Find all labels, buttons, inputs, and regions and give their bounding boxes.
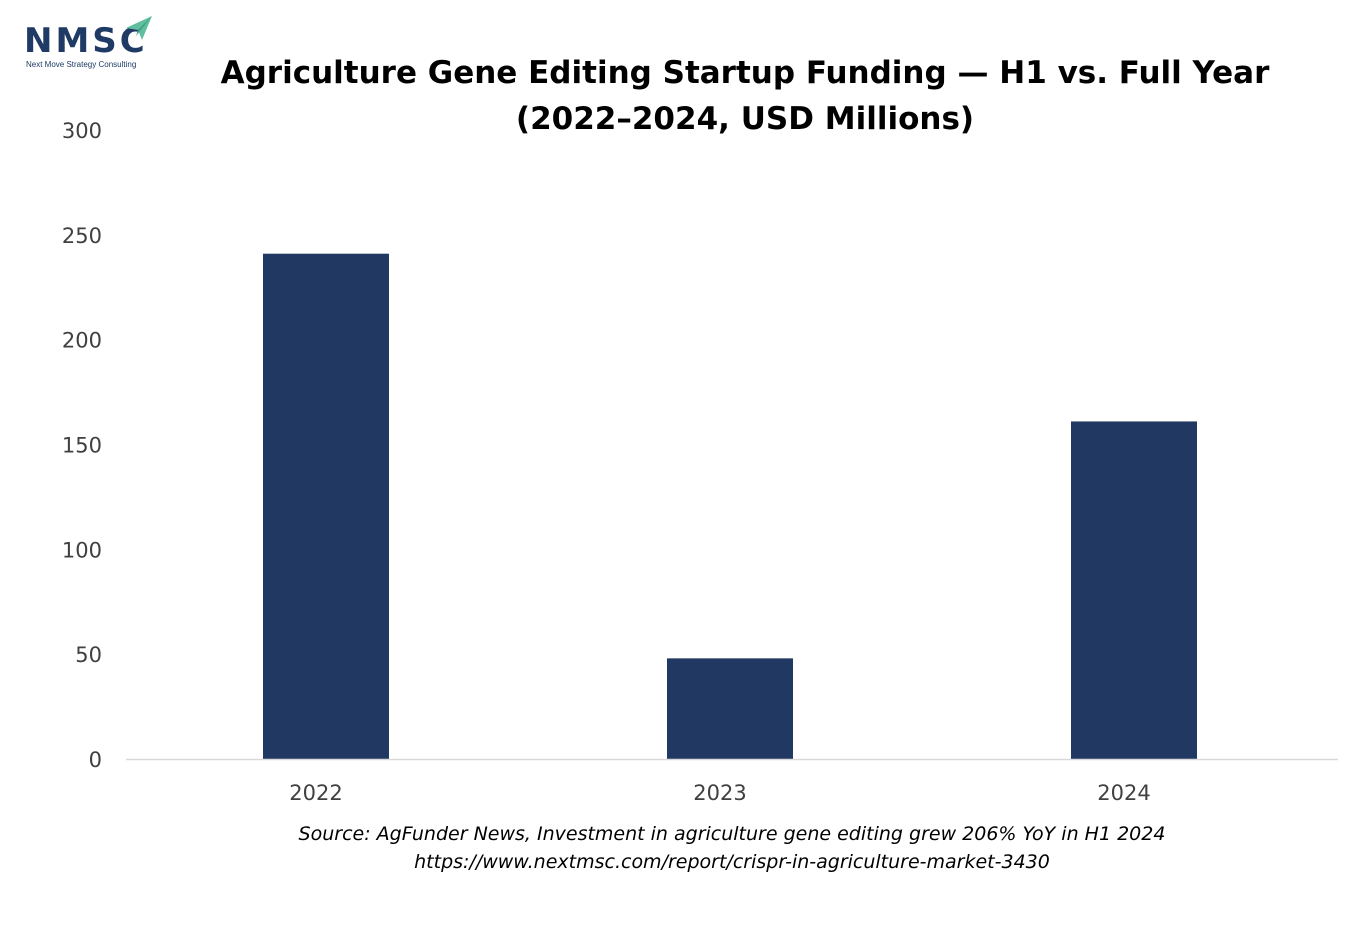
bar-2023 xyxy=(667,658,793,759)
y-tick-label: 200 xyxy=(62,329,102,353)
x-tick-label: 2022 xyxy=(289,781,342,805)
y-tick-label: 0 xyxy=(89,748,102,772)
paper-plane-icon xyxy=(126,16,152,40)
nmsc-logo: NMSC Next Move Strategy Consulting xyxy=(24,14,154,74)
y-tick-label: 150 xyxy=(62,434,102,458)
source-text: Source: AgFunder News, Investment in agr… xyxy=(298,823,1166,845)
y-tick-label: 300 xyxy=(62,119,102,143)
bar-2024 xyxy=(1071,421,1197,759)
x-tick-label: 2023 xyxy=(693,781,746,805)
y-tick-label: 250 xyxy=(62,224,102,248)
bar-2022 xyxy=(263,253,389,759)
y-tick-label: 100 xyxy=(62,538,102,562)
x-tick-label: 2024 xyxy=(1097,781,1150,805)
logo-tagline: Next Move Strategy Consulting xyxy=(26,60,137,69)
source-note: Source: AgFunder News, Investment in agr… xyxy=(0,820,1368,876)
source-url: https://www.nextmsc.com/report/crispr-in… xyxy=(414,851,1050,873)
y-tick-label: 50 xyxy=(75,643,102,667)
logo-wordmark: NMSC xyxy=(24,21,148,61)
chart-title: Agriculture Gene Editing Startup Funding… xyxy=(220,55,1270,137)
